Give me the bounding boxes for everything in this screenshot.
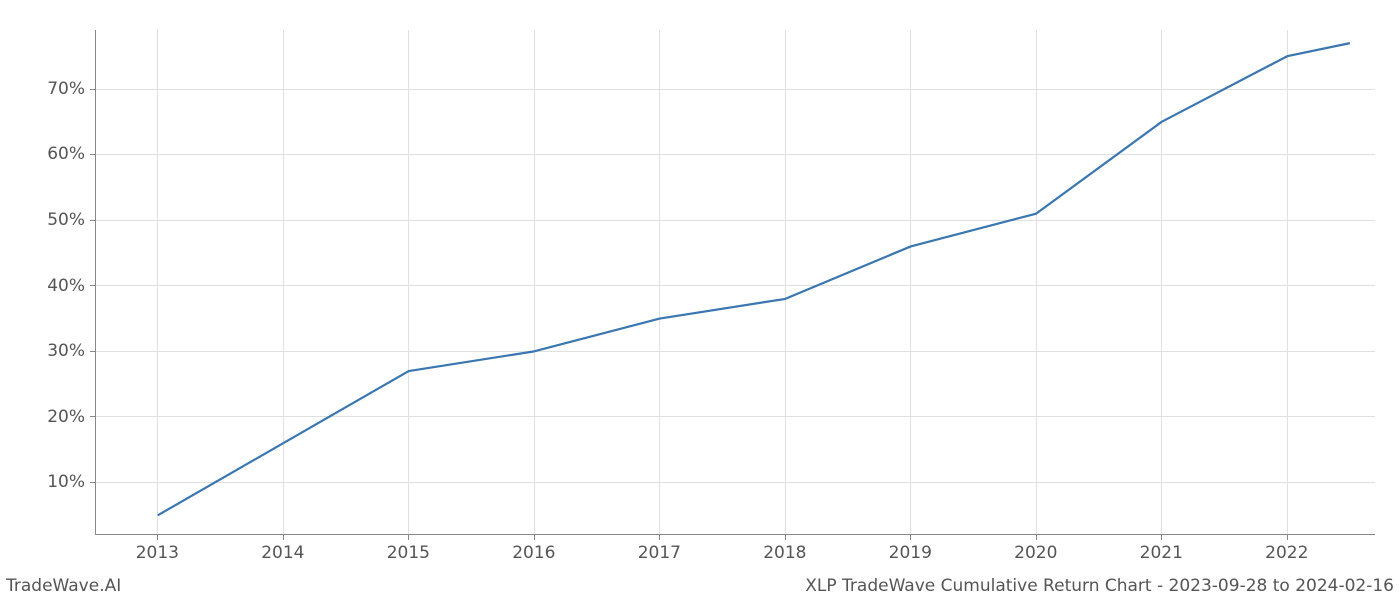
axis-spine	[95, 30, 96, 535]
line-chart-svg	[0, 0, 1400, 600]
return-line-series	[158, 43, 1350, 515]
footer-right-label: XLP TradeWave Cumulative Return Chart - …	[805, 576, 1394, 596]
axis-spine	[95, 534, 1375, 535]
chart-container: 10%20%30%40%50%60%70% 201320142015201620…	[0, 0, 1400, 600]
footer-left-label: TradeWave.AI	[6, 576, 121, 596]
